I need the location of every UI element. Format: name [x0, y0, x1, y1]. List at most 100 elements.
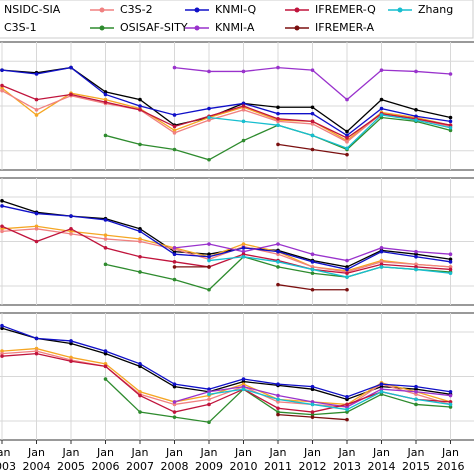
x-tick-label: Jan 2016 [436, 446, 465, 473]
legend-marker [294, 25, 300, 31]
point [414, 114, 418, 119]
legend-label: OSISAF-SITY [120, 21, 188, 34]
point [34, 227, 39, 231]
point [172, 128, 177, 133]
point [345, 395, 349, 399]
legend-label: IFREMER-A [315, 21, 375, 34]
x-tick-label: Jan 2004 [22, 446, 51, 473]
point [448, 267, 453, 272]
point [103, 351, 108, 356]
point [138, 254, 142, 259]
point [345, 271, 349, 276]
point [379, 382, 384, 386]
point [172, 410, 177, 414]
point [345, 417, 349, 422]
series-line [1, 350, 451, 408]
point [241, 379, 246, 384]
point [345, 287, 349, 292]
point [103, 349, 108, 353]
point [310, 122, 315, 126]
point [276, 265, 280, 269]
point [207, 397, 211, 402]
point [172, 147, 177, 152]
point [0, 204, 4, 208]
point [138, 410, 142, 414]
point [138, 104, 142, 108]
point [310, 105, 315, 110]
point [379, 246, 384, 250]
point [345, 258, 349, 263]
point [276, 393, 280, 398]
x-tick-label: Jan 2008 [160, 446, 189, 473]
point [103, 218, 108, 222]
point [345, 146, 349, 151]
point [241, 246, 246, 250]
point [345, 410, 349, 414]
point [69, 92, 73, 97]
point [276, 412, 280, 417]
point [0, 354, 4, 358]
point [172, 415, 177, 419]
point [310, 68, 315, 72]
point [345, 265, 349, 269]
legend-label: KNMI-A [215, 21, 255, 34]
point [448, 260, 453, 264]
point [276, 65, 280, 70]
point [172, 246, 177, 250]
point [103, 377, 108, 381]
point [0, 86, 4, 90]
point [414, 402, 418, 407]
point [276, 406, 280, 411]
point [172, 249, 177, 254]
point [345, 140, 349, 144]
point [138, 108, 142, 112]
point [241, 252, 246, 256]
point [69, 339, 73, 343]
point [172, 131, 177, 135]
point [0, 83, 4, 88]
point [345, 397, 349, 402]
point [69, 341, 73, 346]
point [0, 326, 4, 331]
point [448, 393, 453, 398]
point [34, 346, 39, 351]
legend-marker [194, 7, 200, 13]
point [345, 402, 349, 407]
point [103, 90, 108, 94]
point [310, 252, 315, 256]
point [241, 384, 246, 389]
point [172, 384, 177, 389]
point [276, 410, 280, 414]
legend-label: KNMI-Q [215, 3, 257, 16]
point [276, 242, 280, 246]
point [172, 65, 177, 70]
point [276, 260, 280, 264]
point [379, 113, 384, 117]
point [0, 199, 4, 203]
point [379, 262, 384, 267]
x-tick-label: Jan 2010 [229, 446, 258, 473]
point [448, 115, 453, 120]
point [448, 123, 453, 127]
legend-label: Zhang [418, 3, 453, 16]
point [379, 387, 384, 392]
point [379, 68, 384, 72]
legend-label: C3S-1 [4, 21, 37, 34]
point [34, 224, 39, 229]
point [207, 402, 211, 407]
series-line [1, 84, 451, 139]
point [207, 157, 211, 162]
point [448, 389, 453, 394]
point [241, 101, 246, 106]
point [414, 108, 418, 112]
point [414, 118, 418, 122]
point [207, 242, 211, 246]
point [103, 246, 108, 250]
point [69, 229, 73, 234]
point [345, 133, 349, 138]
point [207, 106, 211, 111]
point [448, 257, 453, 262]
point [207, 115, 211, 120]
legend-marker [194, 25, 200, 31]
